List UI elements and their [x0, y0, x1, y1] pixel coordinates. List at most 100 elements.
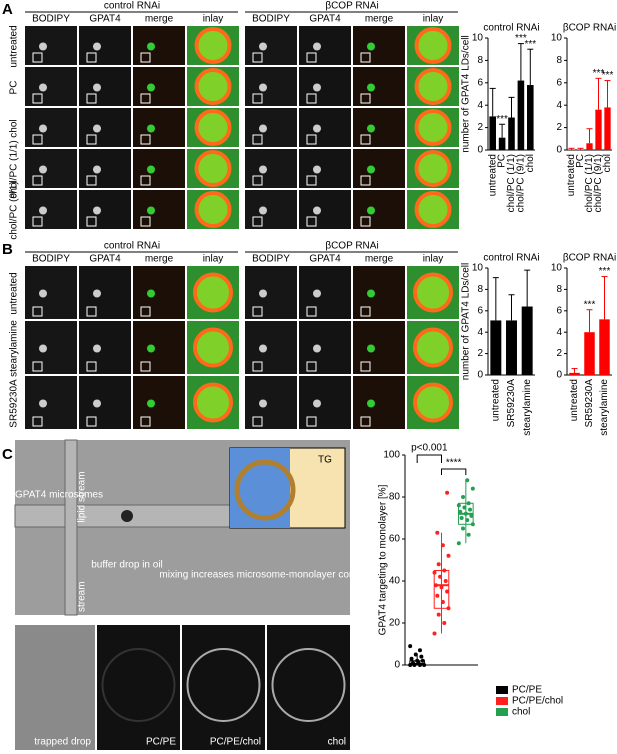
droplet	[147, 124, 155, 133]
bar	[568, 149, 575, 150]
significance: ***	[584, 299, 596, 310]
micrograph	[133, 266, 185, 319]
roi-box	[252, 93, 263, 104]
micrograph	[79, 67, 131, 106]
roi-box	[86, 175, 97, 186]
roi-box	[140, 416, 151, 427]
y-tick-label: 10	[472, 263, 484, 274]
column-header: GPAT4	[309, 254, 341, 265]
micrograph	[25, 149, 77, 188]
bar	[584, 332, 595, 375]
legend-label: PC/PE/chol	[512, 696, 563, 707]
droplet	[93, 42, 101, 51]
point	[461, 526, 466, 531]
y-tick-label: 8	[556, 284, 562, 295]
roi-box	[306, 416, 317, 427]
x-tick-label: chol/PC (9/1)	[593, 154, 604, 212]
y-tick-label: 4	[556, 100, 562, 111]
roi-box	[252, 175, 263, 186]
y-tick-label: 60	[389, 534, 401, 545]
roi-box	[306, 306, 317, 317]
micrograph	[97, 625, 180, 750]
row-label: SR59230A	[9, 379, 20, 428]
chart-title: control RNAi	[483, 253, 539, 264]
row-label: chol/PC (1/1)	[9, 140, 20, 198]
micrograph	[299, 26, 351, 65]
column-header: BODIPY	[32, 254, 70, 265]
droplet	[313, 124, 321, 133]
droplet	[367, 344, 375, 353]
micrograph	[299, 266, 351, 319]
image-label: PC/PE	[146, 737, 176, 748]
micrograph	[353, 321, 405, 374]
droplet	[313, 165, 321, 174]
point	[469, 513, 474, 518]
channel	[64, 439, 78, 616]
droplet	[39, 83, 47, 92]
droplet	[414, 150, 452, 187]
droplet	[193, 272, 233, 313]
droplet	[414, 68, 452, 105]
column-header: merge	[365, 14, 394, 25]
column-header: inlay	[203, 254, 224, 265]
image-label: lipid stream	[77, 581, 88, 632]
x-tick-label: untreated	[569, 379, 580, 421]
micrograph	[133, 67, 185, 106]
droplet	[414, 109, 452, 146]
x-tick-label: SR59230A	[584, 379, 595, 428]
point	[440, 600, 445, 604]
roi-box	[306, 216, 317, 227]
droplet	[147, 399, 155, 408]
micrograph	[25, 266, 77, 319]
x-tick-label: PC	[575, 154, 586, 168]
y-tick-label: 4	[477, 327, 483, 338]
droplet	[313, 42, 321, 51]
roi-box	[360, 361, 371, 372]
droplet	[93, 289, 101, 298]
point	[445, 589, 450, 594]
y-tick-label: 8	[556, 55, 562, 66]
droplet	[413, 327, 453, 368]
point	[446, 606, 451, 611]
point	[466, 532, 471, 537]
x-tick-label: untreated	[490, 379, 501, 421]
vesicle	[186, 648, 261, 722]
y-tick-label: 6	[477, 77, 483, 88]
roi-box	[86, 306, 97, 317]
annotation: p<0.001	[411, 443, 448, 454]
point	[465, 518, 470, 523]
y-tick-label: 10	[551, 263, 563, 274]
bar	[595, 109, 602, 150]
y-tick-label: 6	[556, 305, 562, 316]
micrograph	[353, 67, 405, 106]
micrograph	[133, 108, 185, 147]
point	[422, 663, 427, 667]
significance: ***	[496, 114, 508, 125]
droplet	[259, 124, 267, 133]
droplet	[313, 399, 321, 408]
panel-label: C	[2, 446, 13, 463]
droplet	[39, 289, 47, 298]
micrograph	[353, 266, 405, 319]
image-label: chol	[328, 737, 346, 748]
droplet	[93, 206, 101, 215]
vesicle	[271, 648, 346, 722]
y-tick-label: 10	[472, 33, 484, 44]
roi-box	[360, 306, 371, 317]
micrograph	[267, 625, 350, 750]
column-header: inlay	[203, 14, 224, 25]
roi-box	[252, 134, 263, 145]
micrograph	[25, 321, 77, 374]
significance: ***	[593, 68, 605, 79]
droplet	[259, 165, 267, 174]
micrograph	[245, 376, 297, 429]
column-header: inlay	[423, 14, 444, 25]
droplet	[367, 124, 375, 133]
droplet	[194, 109, 232, 146]
droplet	[147, 83, 155, 92]
y-tick-label: 80	[389, 492, 401, 503]
micrograph	[79, 190, 131, 229]
micrograph	[133, 26, 185, 65]
point	[417, 648, 422, 653]
